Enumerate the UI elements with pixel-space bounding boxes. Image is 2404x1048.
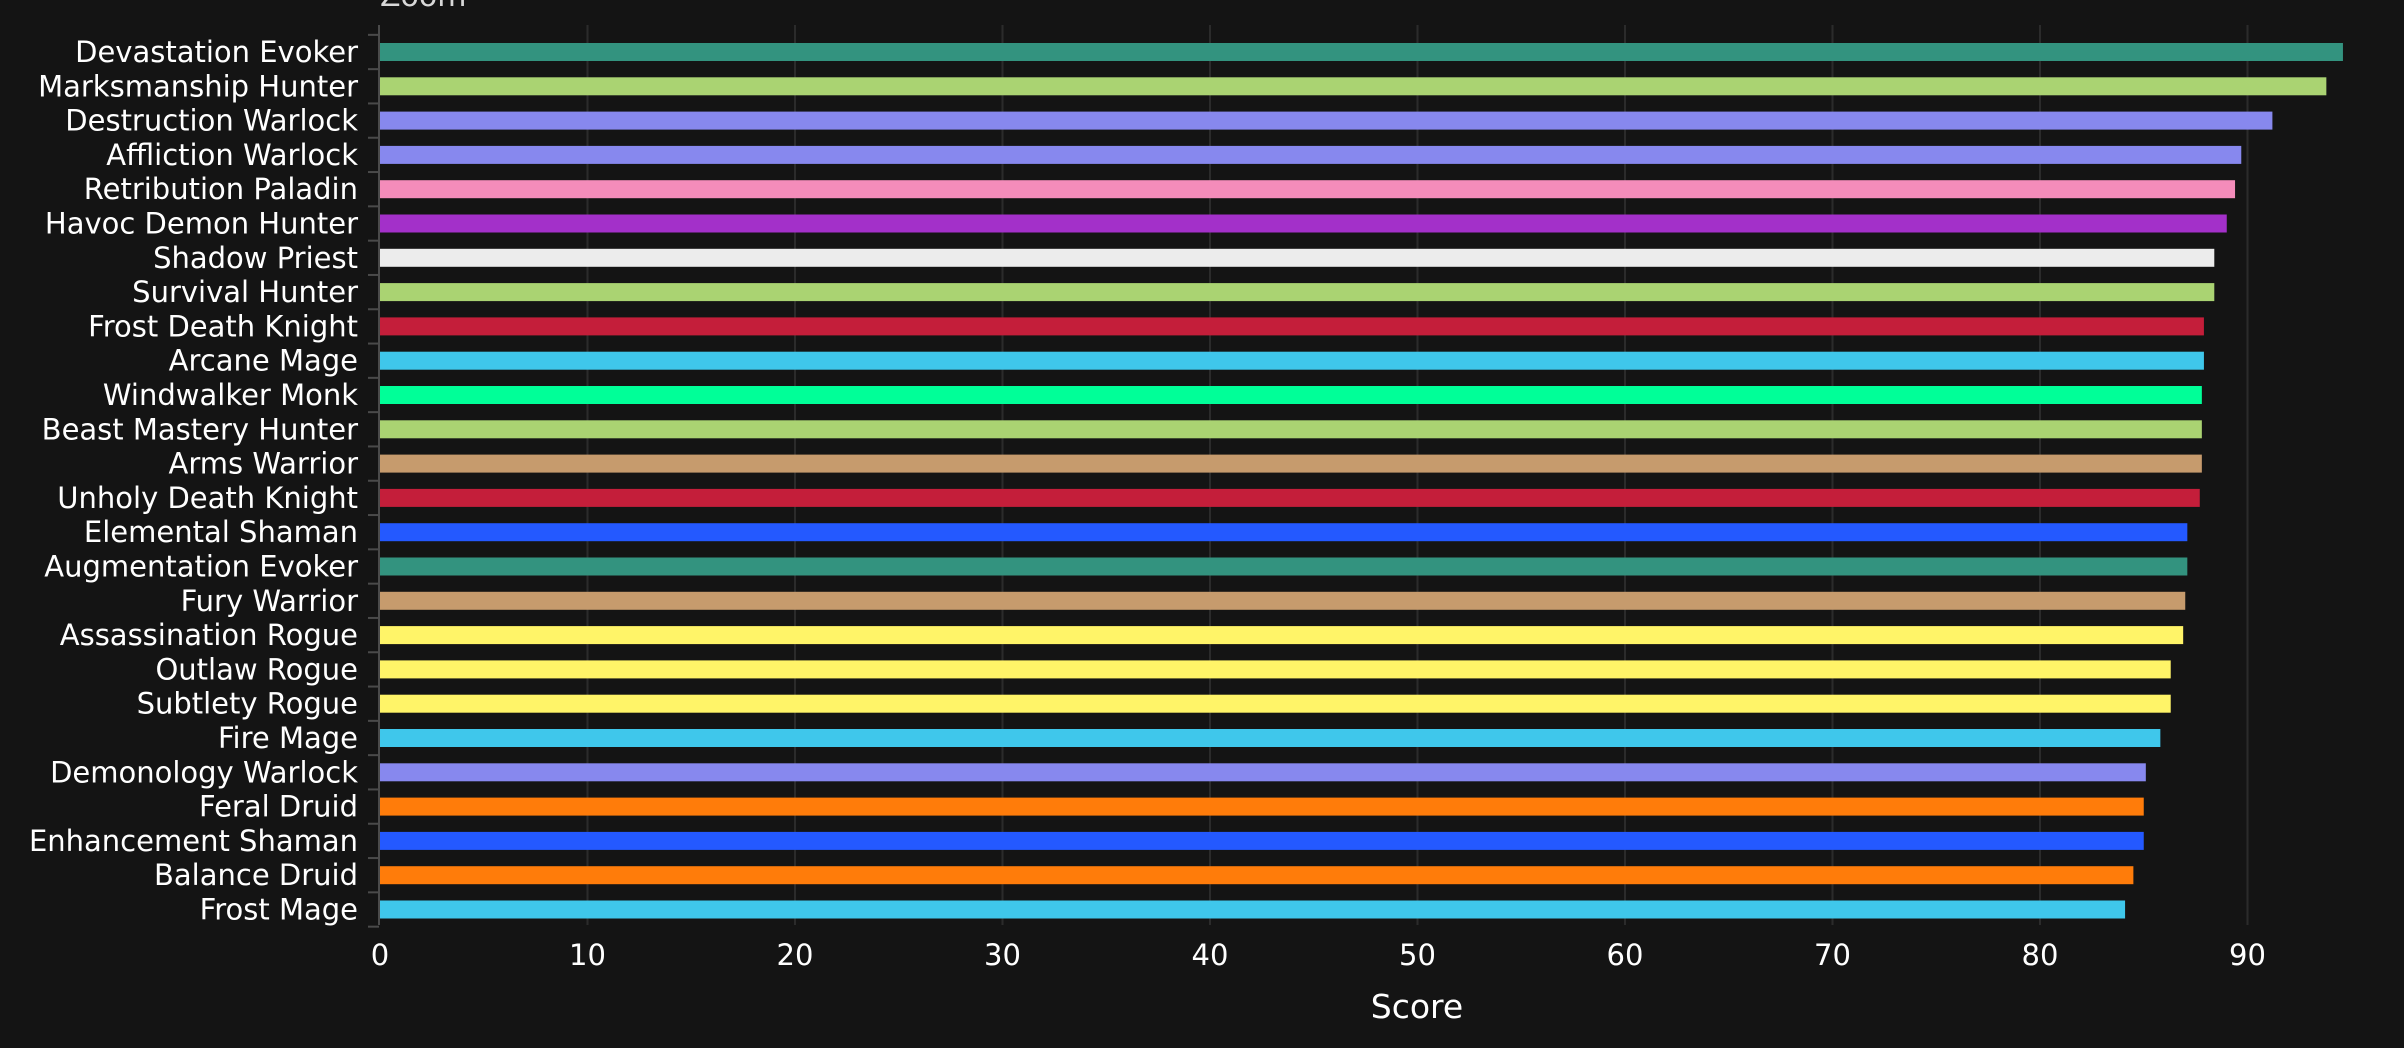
category-label: Beast Mastery Hunter <box>42 412 358 446</box>
category-label: Frost Mage <box>200 893 358 927</box>
bar[interactable] <box>380 248 2215 267</box>
tick-labels: 0 10 20 30 40 50 60 70 80 90 <box>371 938 2266 972</box>
bar[interactable] <box>380 557 2188 576</box>
category-label: Arcane Mage <box>169 344 358 378</box>
bar[interactable] <box>380 283 2215 302</box>
zoom-button[interactable]: Zoom <box>380 0 466 14</box>
axes <box>368 25 380 928</box>
category-label: Windwalker Monk <box>103 378 358 412</box>
category-label: Havoc Demon Hunter <box>45 207 358 241</box>
x-tick-label: 20 <box>777 938 814 972</box>
category-label: Frost Death Knight <box>88 309 358 343</box>
bar[interactable] <box>380 77 2327 96</box>
bar[interactable] <box>380 214 2227 233</box>
bar[interactable] <box>380 900 2126 919</box>
x-axis-title: Score <box>1371 987 1463 1026</box>
bar[interactable] <box>380 386 2202 404</box>
category-label: Feral Druid <box>199 790 358 824</box>
bar[interactable] <box>380 591 2186 610</box>
category-label: Demonology Warlock <box>50 755 358 789</box>
category-label: Enhancement Shaman <box>29 824 358 858</box>
bar[interactable] <box>380 626 2184 645</box>
x-tick-label: 50 <box>1399 938 1436 972</box>
category-label: Devastation Evoker <box>75 35 358 69</box>
bar[interactable] <box>380 831 2144 850</box>
bar[interactable] <box>380 351 2204 370</box>
category-label: Fury Warrior <box>181 584 359 618</box>
x-tick-label: 0 <box>371 938 389 972</box>
bar[interactable] <box>380 729 2161 747</box>
bar[interactable] <box>380 660 2171 679</box>
category-label: Assassination Rogue <box>60 618 358 652</box>
category-label: Destruction Warlock <box>65 104 358 138</box>
category-label: Outlaw Rogue <box>155 652 358 686</box>
bar[interactable] <box>380 43 2343 61</box>
bar[interactable] <box>380 180 2236 199</box>
category-label: Augmentation Evoker <box>44 550 358 584</box>
category-label: Elemental Shaman <box>84 515 358 549</box>
category-label: Affliction Warlock <box>106 138 358 172</box>
bars <box>380 43 2343 919</box>
x-tick-label: 30 <box>984 938 1021 972</box>
bar[interactable] <box>380 454 2202 473</box>
category-label: Shadow Priest <box>153 241 358 275</box>
category-label: Arms Warrior <box>169 447 359 481</box>
bar[interactable] <box>380 763 2146 782</box>
bar[interactable] <box>380 694 2171 713</box>
x-tick-label: 40 <box>1192 938 1229 972</box>
bar[interactable] <box>380 317 2204 336</box>
category-label: Retribution Paladin <box>84 172 358 206</box>
bar[interactable] <box>380 523 2188 542</box>
bar[interactable] <box>380 145 2242 164</box>
bar[interactable] <box>380 797 2144 816</box>
category-label: Marksmanship Hunter <box>38 69 358 103</box>
category-label: Balance Druid <box>154 858 358 892</box>
category-label: Unholy Death Knight <box>57 481 358 515</box>
x-tick-label: 10 <box>569 938 606 972</box>
category-label: Survival Hunter <box>132 275 358 309</box>
bar[interactable] <box>380 488 2200 507</box>
x-tick-label: 90 <box>2229 938 2266 972</box>
x-tick-label: 60 <box>1607 938 1644 972</box>
bar[interactable] <box>380 111 2273 130</box>
x-tick-label: 70 <box>1814 938 1851 972</box>
x-tick-label: 80 <box>2022 938 2059 972</box>
category-label: Subtlety Rogue <box>137 687 358 721</box>
category-label: Fire Mage <box>218 721 358 755</box>
bar[interactable] <box>380 866 2134 885</box>
bar[interactable] <box>380 420 2202 439</box>
